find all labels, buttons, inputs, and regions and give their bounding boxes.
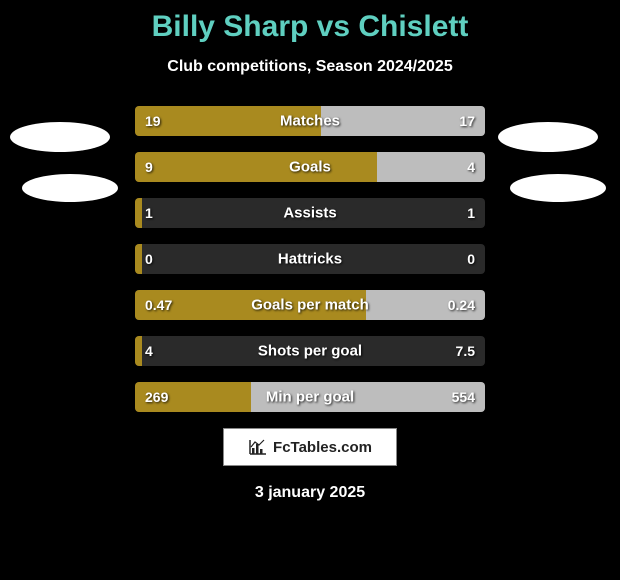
stat-value-left: 0.47: [145, 297, 172, 313]
stat-value-right: 4: [467, 159, 475, 175]
stat-row: 9 4 Goals: [135, 152, 485, 182]
stat-row: 19 17 Matches: [135, 106, 485, 136]
stat-row: 4 7.5 Shots per goal: [135, 336, 485, 366]
stat-value-right: 554: [452, 389, 475, 405]
stat-bar-left: [135, 198, 142, 228]
stat-value-left: 4: [145, 343, 153, 359]
stat-bar-left: [135, 152, 377, 182]
decorative-ellipse: [510, 174, 606, 202]
page-title: Billy Sharp vs Chislett: [0, 0, 620, 44]
stat-label: Hattricks: [278, 251, 342, 268]
stat-row: 0.47 0.24 Goals per match: [135, 290, 485, 320]
stat-value-left: 1: [145, 205, 153, 221]
footer-badge: FcTables.com: [223, 428, 397, 466]
stat-row: 1 1 Assists: [135, 198, 485, 228]
stat-value-right: 1: [467, 205, 475, 221]
stat-label: Assists: [283, 205, 336, 222]
stats-container: 19 17 Matches 9 4 Goals 1 1 Assists 0 0 Hattricks 0.…: [135, 106, 485, 412]
stat-row: 0 0 Hattricks: [135, 244, 485, 274]
stat-value-right: 17: [459, 113, 475, 129]
decorative-ellipse: [22, 174, 118, 202]
stat-label: Shots per goal: [258, 343, 362, 360]
decorative-ellipse: [10, 122, 110, 152]
decorative-ellipse: [498, 122, 598, 152]
stat-bar-left: [135, 244, 142, 274]
stat-value-right: 7.5: [456, 343, 475, 359]
chart-icon: [248, 438, 268, 456]
stat-value-right: 0.24: [448, 297, 475, 313]
stat-label: Matches: [280, 113, 340, 130]
stat-label: Goals: [289, 159, 331, 176]
stat-value-left: 19: [145, 113, 161, 129]
stat-value-left: 269: [145, 389, 168, 405]
stat-label: Min per goal: [266, 389, 354, 406]
page-subtitle: Club competitions, Season 2024/2025: [0, 58, 620, 76]
stat-label: Goals per match: [251, 297, 369, 314]
stat-value-right: 0: [467, 251, 475, 267]
footer-badge-text: FcTables.com: [273, 439, 372, 456]
stat-bar-left: [135, 336, 142, 366]
footer-date: 3 january 2025: [0, 484, 620, 502]
stat-value-left: 0: [145, 251, 153, 267]
stat-row: 269 554 Min per goal: [135, 382, 485, 412]
stat-value-left: 9: [145, 159, 153, 175]
